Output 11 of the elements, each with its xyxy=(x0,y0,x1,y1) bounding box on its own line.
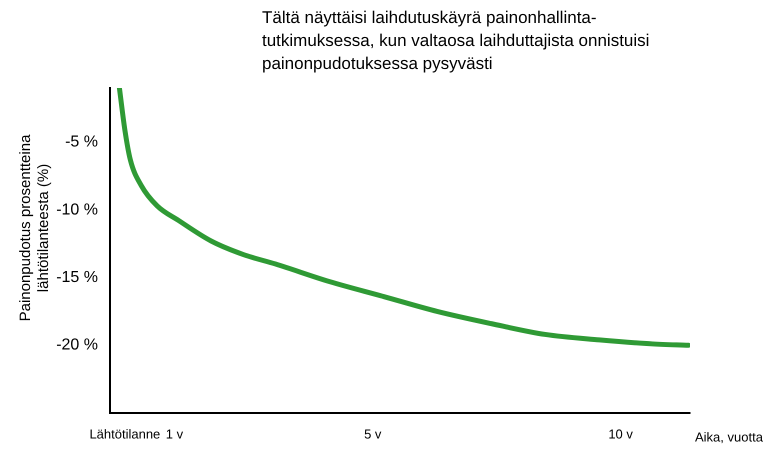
x-axis-title: Aika, vuotta xyxy=(695,430,764,445)
y-tick-label: -15 % xyxy=(56,268,98,286)
chart-title: Tältä näyttäisi laihdutuskäyrä painonhallinta-tutkimuksessa, kun valtaosa laihduttajista onnistuisi painonpudotuksessa pysyvästi xyxy=(262,7,650,75)
y-tick-label: -5 % xyxy=(65,134,98,151)
y-tick-label: -10 % xyxy=(56,201,98,218)
x-tick-label: Lähtötilanne xyxy=(89,426,160,442)
y-tick-label: -20 % xyxy=(56,336,98,354)
x-tick-label: 1 v xyxy=(166,426,184,442)
y-axis-title: Painonpudotus prosentteina lähtötilanteesta (%) xyxy=(17,134,53,324)
x-tick-label: 10 v xyxy=(608,426,634,442)
x-tick-label: 5 v xyxy=(364,426,382,442)
